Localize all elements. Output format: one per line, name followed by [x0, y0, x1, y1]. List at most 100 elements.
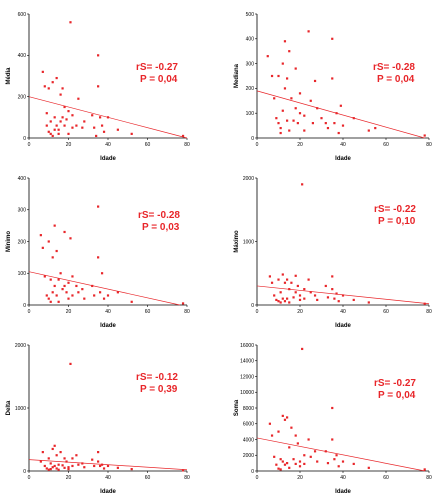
data-point [331, 288, 334, 291]
chart-panel-2: 0 20 40 60 80 0 100 200 300 400 500 Idade Mediana rS=… [234, 12, 432, 162]
data-point [57, 463, 60, 466]
data-point [106, 116, 110, 119]
data-point [283, 418, 287, 421]
data-point [47, 87, 50, 90]
data-point [63, 124, 66, 127]
y-tick-label: 6000 [243, 422, 254, 428]
p-value: P = 0,39 [140, 384, 178, 395]
data-point [49, 468, 52, 471]
data-point [331, 275, 334, 278]
data-point [102, 297, 106, 300]
data-point [268, 275, 271, 278]
y-tick-label: 0 [251, 303, 254, 309]
data-point [309, 99, 312, 102]
data-point [288, 301, 291, 304]
data-point [63, 284, 66, 288]
data-point [326, 296, 330, 299]
data-point [55, 249, 58, 253]
y-tick-label: 600 [18, 12, 27, 18]
p-value: P = 0,04 [140, 74, 178, 85]
data-point [51, 291, 54, 294]
data-point [339, 104, 342, 107]
x-tick-label: 40 [340, 309, 346, 315]
data-point [273, 97, 276, 100]
data-point [83, 297, 86, 300]
data-point [333, 458, 336, 461]
spearman-r: rS= -0.12 [136, 372, 178, 383]
data-point [57, 132, 60, 135]
x-tick-label: 40 [105, 142, 111, 148]
regression-line [28, 271, 180, 306]
data-point [268, 422, 271, 425]
data-point [45, 467, 48, 470]
data-point [423, 134, 426, 137]
data-point [290, 426, 293, 429]
x-tick-label: 60 [383, 475, 389, 481]
data-point [277, 278, 280, 281]
data-point [181, 302, 185, 305]
data-point [309, 291, 312, 294]
data-point [51, 466, 54, 469]
y-tick-label: 1000 [243, 239, 254, 245]
y-tick-label: 400 [18, 176, 27, 182]
data-point [277, 467, 280, 470]
data-point [303, 462, 306, 466]
y-tick-label: 300 [246, 61, 255, 67]
spearman-r: rS= -0.22 [374, 204, 416, 215]
data-point [294, 462, 297, 466]
data-point [279, 301, 282, 304]
data-point [67, 281, 70, 284]
data-point [335, 112, 338, 115]
data-point [281, 62, 284, 65]
data-point [294, 274, 297, 277]
data-point [307, 278, 310, 281]
data-point [294, 67, 297, 70]
y-tick-label: 2000 [15, 343, 26, 349]
y-tick-label: 8000 [243, 406, 254, 412]
data-point [47, 457, 50, 460]
data-point [97, 85, 100, 88]
data-point [77, 97, 80, 100]
x-tick-label: 60 [383, 142, 389, 148]
data-point [71, 464, 74, 468]
data-point [61, 288, 64, 291]
data-point [303, 454, 306, 457]
data-point [61, 464, 64, 467]
data-point [307, 30, 310, 33]
data-point [47, 240, 50, 243]
p-value: P = 0,04 [377, 74, 415, 85]
data-point [292, 119, 295, 122]
data-point [298, 112, 302, 115]
data-point [333, 297, 336, 300]
y-axis-label: Média [6, 67, 12, 85]
data-point [65, 460, 68, 463]
data-point [273, 294, 276, 297]
data-point [303, 114, 306, 117]
data-point [296, 442, 299, 445]
data-point [281, 273, 284, 276]
data-point [294, 434, 297, 437]
data-point [43, 275, 46, 278]
x-tick-label: 40 [340, 475, 346, 481]
data-point [91, 458, 94, 461]
data-point [270, 434, 274, 437]
y-tick-label: 10000 [240, 390, 254, 396]
data-point [313, 294, 317, 297]
data-point [316, 107, 319, 110]
data-point [45, 112, 48, 115]
data-point [77, 291, 80, 294]
data-point [53, 116, 56, 119]
data-point [281, 414, 284, 417]
data-point [275, 463, 278, 466]
data-point [69, 362, 72, 365]
x-tick-label: 20 [66, 309, 72, 315]
data-point [298, 92, 302, 95]
x-axis-label: Idade [335, 489, 351, 495]
data-point [106, 294, 110, 297]
data-point [91, 284, 94, 288]
data-point [324, 450, 327, 453]
data-point [288, 50, 291, 53]
data-point [320, 117, 323, 120]
data-point [266, 55, 269, 58]
data-point [69, 237, 72, 240]
